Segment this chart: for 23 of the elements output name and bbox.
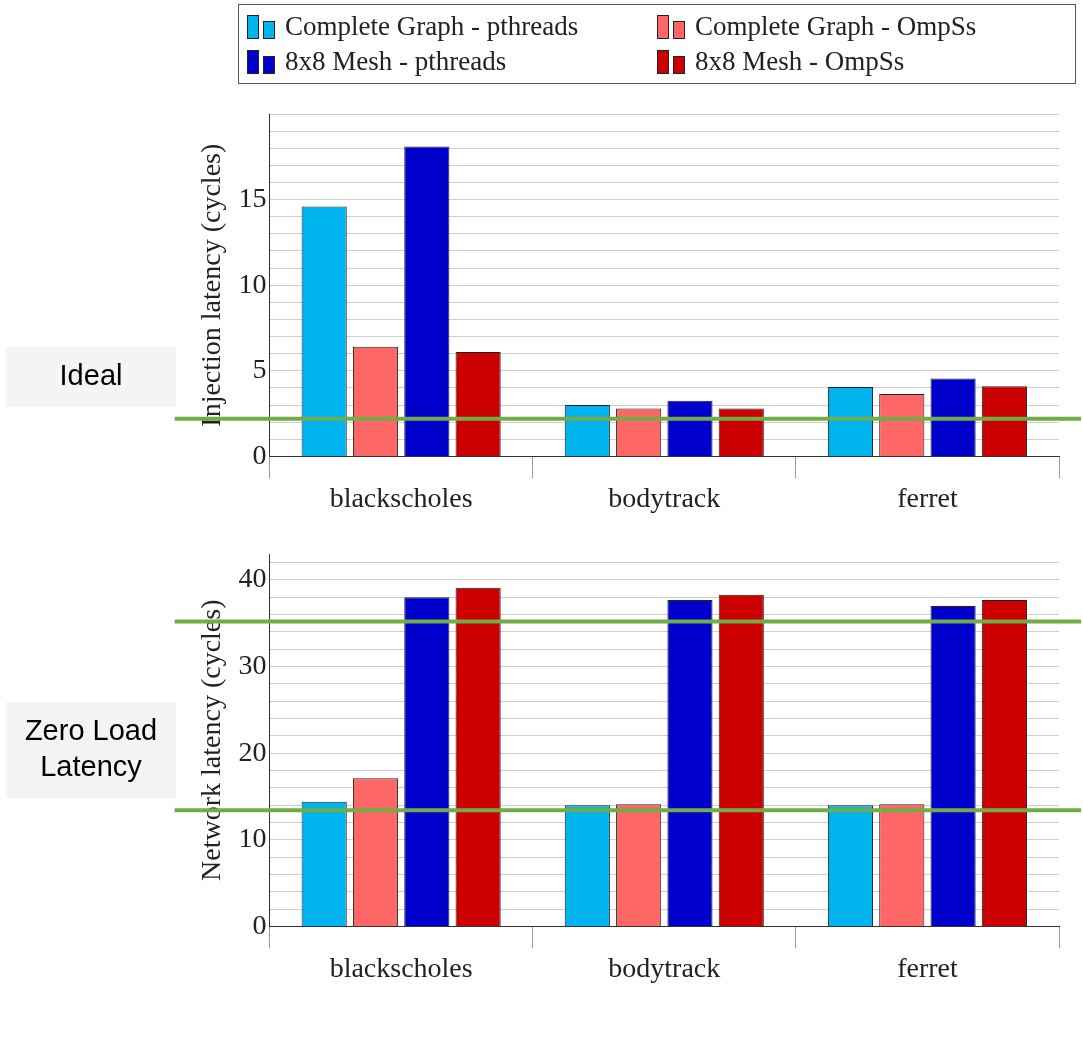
y-tick-label: 40: [238, 562, 267, 594]
y-axis-title: Injection latency (cycles): [195, 143, 227, 427]
y-axis-title: Network latency (cycles): [195, 599, 227, 881]
y-tick-label: 10: [238, 267, 267, 299]
x-tick-label: bodytrack: [608, 481, 721, 513]
x-tick-label: bodytrack: [608, 951, 721, 983]
x-tick-label: ferret: [897, 481, 958, 513]
y-tick-label: 0: [252, 908, 267, 940]
x-tick-label: blackscholes: [329, 481, 473, 513]
x-tick-label: ferret: [897, 951, 958, 983]
y-tick-label: 30: [238, 648, 267, 680]
legend-label: 8x8 Mesh - pthreads: [285, 46, 507, 77]
legend-label: 8x8 Mesh - OmpSs: [695, 46, 905, 77]
legend-label: Complete Graph - OmpSs: [695, 11, 977, 42]
x-tick-label: blackscholes: [329, 951, 473, 983]
y-tick-label: 5: [252, 353, 267, 385]
y-tick-label: 10: [238, 822, 267, 854]
legend-label: Complete Graph - pthreads: [285, 11, 579, 42]
ref-line-label: Zero Load Latency: [24, 714, 158, 783]
y-tick-label: 0: [252, 438, 267, 470]
y-tick-label: 15: [238, 181, 267, 213]
y-tick-label: 20: [238, 735, 267, 767]
ref-line-label: Ideal: [59, 358, 123, 391]
